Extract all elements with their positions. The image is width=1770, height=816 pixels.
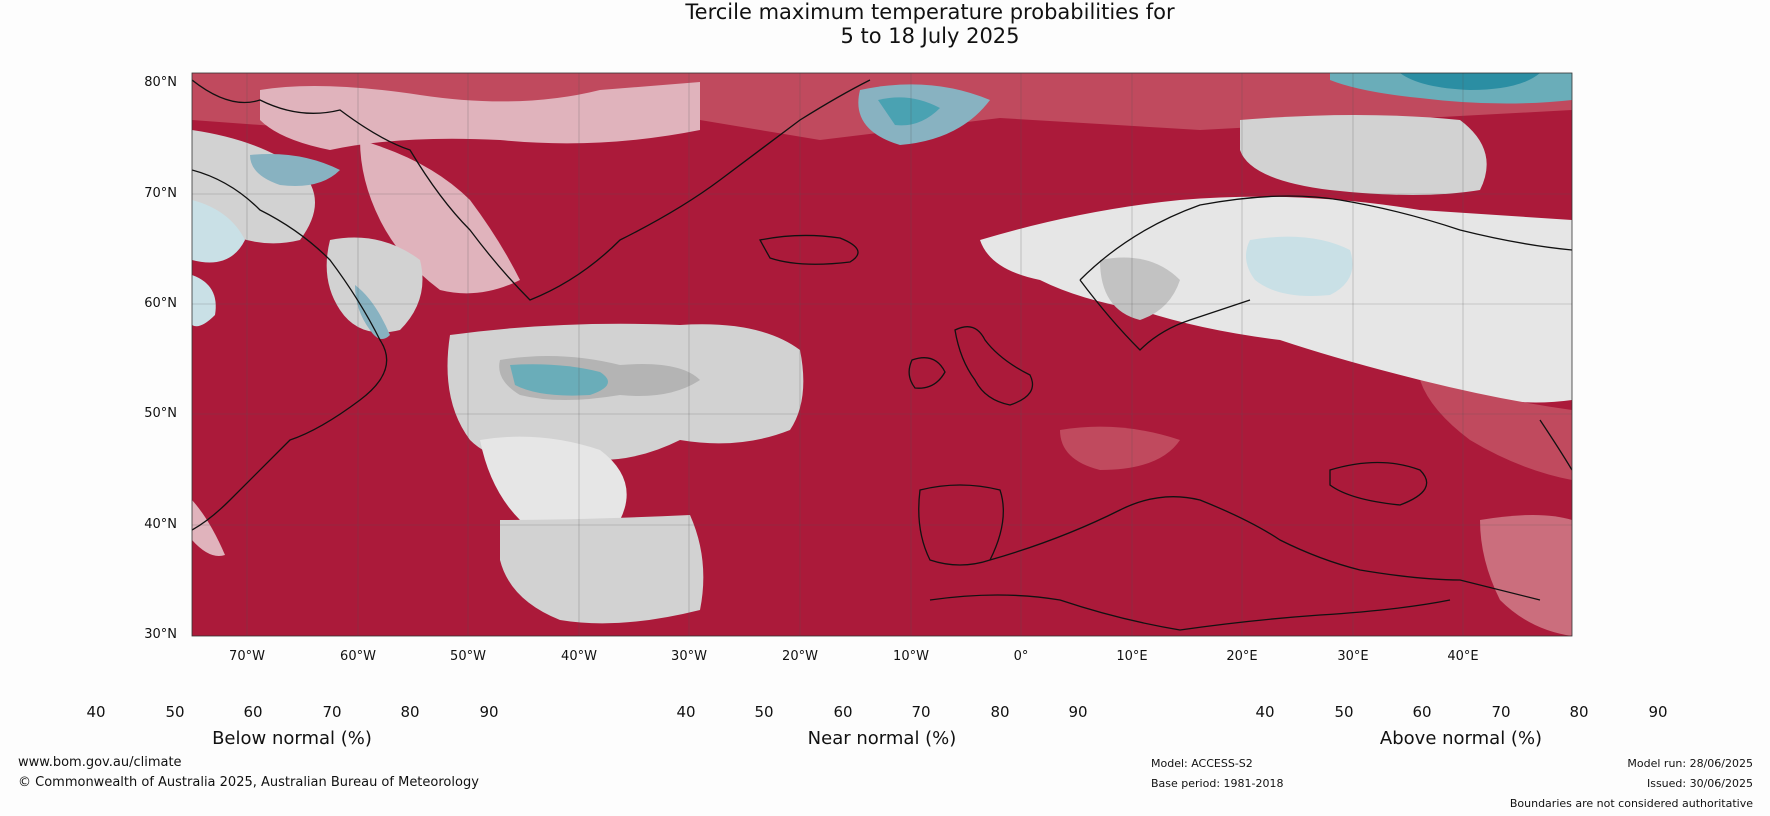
greenland-coast [192, 79, 871, 301]
baltic-coast [1079, 279, 1251, 351]
mid-atlantic-south-near-zone [480, 436, 627, 530]
map-field [192, 73, 1572, 636]
greenland-sea-below-core [878, 97, 940, 126]
caspian-above-zone [1420, 380, 1572, 480]
colorbar-tick: 50 [754, 703, 774, 721]
barents-near-zone [1240, 115, 1487, 195]
scandinavia-russia-near-zone [980, 196, 1572, 403]
central-europe-above-zone [1060, 426, 1180, 470]
lat-label: 50°N [144, 406, 177, 421]
barents-below-core [1400, 73, 1540, 90]
colorbar-tick: 40 [676, 703, 696, 721]
norway-near-core [1100, 257, 1180, 320]
title-line-1: Tercile maximum temperature probabilitie… [685, 0, 1175, 24]
map-graticule [192, 73, 1572, 636]
north-africa-coast [929, 594, 1451, 631]
colorbar-tick: 70 [911, 703, 931, 721]
lat-label: 80°N [144, 75, 177, 90]
azores-near-zone [500, 515, 704, 624]
colorbar-label-below: Below normal (%) [212, 728, 372, 749]
colorbar-tick: 60 [1412, 703, 1432, 721]
coastlines [192, 79, 1572, 631]
colorbar-tick: 90 [1648, 703, 1668, 721]
copyright-text: © Commonwealth of Australia 2025, Austra… [18, 775, 479, 790]
lon-label: 0° [1013, 649, 1029, 664]
colorbar-label-above: Above normal (%) [1379, 728, 1543, 749]
issued-text: Issued: 30/06/2025 [1646, 777, 1753, 790]
colorbar-tick: 80 [990, 703, 1010, 721]
disclaimer-text: Boundaries are not considered authoritat… [1509, 797, 1753, 810]
colorbar-tick: 50 [1334, 703, 1354, 721]
labrador-below-zone [192, 275, 216, 327]
davis-strait-below-zone [355, 285, 390, 339]
colorbar-tick: 80 [1569, 703, 1589, 721]
us-east-light-zone [192, 500, 225, 556]
colorbar-tick: 60 [243, 703, 263, 721]
website-link[interactable]: www.bom.gov.au/climate [18, 755, 182, 770]
model-text: Model: ACCESS-S2 [1151, 757, 1253, 770]
colorbar-label-near: Near normal (%) [807, 728, 957, 749]
map-frame [191, 72, 1573, 637]
greenland-west-light-zone [360, 140, 520, 294]
title-line-2: 5 to 18 July 2025 [840, 24, 1020, 48]
labrador-sea-light-zone [260, 82, 700, 150]
colorbar-tick: 60 [833, 703, 853, 721]
lat-label: 40°N [144, 517, 177, 532]
black-sea-coast [1329, 461, 1428, 506]
lon-label: 30°W [671, 649, 707, 664]
baffin-bay-near-zone [326, 237, 423, 333]
ireland-coast [908, 357, 946, 389]
colorbar-tick: 80 [400, 703, 420, 721]
map-title: Tercile maximum temperature probabilitie… [0, 0, 1770, 48]
lon-label: 70°W [229, 649, 265, 664]
colorbar-tick: 90 [479, 703, 499, 721]
mid-atlantic-below-zone [510, 364, 608, 396]
lon-label: 50°W [450, 649, 486, 664]
great-britain-coast [954, 326, 1034, 406]
lon-label: 20°W [782, 649, 818, 664]
colorbar-tick: 90 [1068, 703, 1088, 721]
lat-label: 30°N [144, 627, 177, 642]
lon-label: 40°W [561, 649, 597, 664]
lon-label: 60°W [340, 649, 376, 664]
lon-label: 10°W [893, 649, 929, 664]
mediterranean-north-coast [989, 496, 1541, 601]
sweden-below-zone [1246, 236, 1353, 296]
base-period-text: Base period: 1981-2018 [1151, 777, 1284, 790]
model-run-text: Model run: 28/06/2025 [1627, 757, 1753, 770]
iceland-coast [758, 234, 859, 265]
colorbar-tick: 70 [322, 703, 342, 721]
lon-label: 20°E [1226, 649, 1258, 664]
colorbar-tick: 70 [1491, 703, 1511, 721]
lat-label: 70°N [144, 186, 177, 201]
lon-label: 30°E [1337, 649, 1369, 664]
caspian-coast [1539, 419, 1572, 471]
colorbar-tick: 40 [86, 703, 106, 721]
baffin-below-zone [250, 154, 340, 186]
colorbar-tick: 40 [1255, 703, 1275, 721]
colorbar-tick: 50 [165, 703, 185, 721]
scandinavia-coast [1079, 195, 1572, 281]
probability-map [191, 72, 1573, 637]
north-america-coast [192, 169, 388, 531]
lon-label: 40°E [1447, 649, 1479, 664]
arabia-above-zone [1480, 515, 1572, 636]
lon-label: 10°E [1116, 649, 1148, 664]
hudson-below-zone [192, 200, 245, 263]
lat-label: 60°N [144, 296, 177, 311]
